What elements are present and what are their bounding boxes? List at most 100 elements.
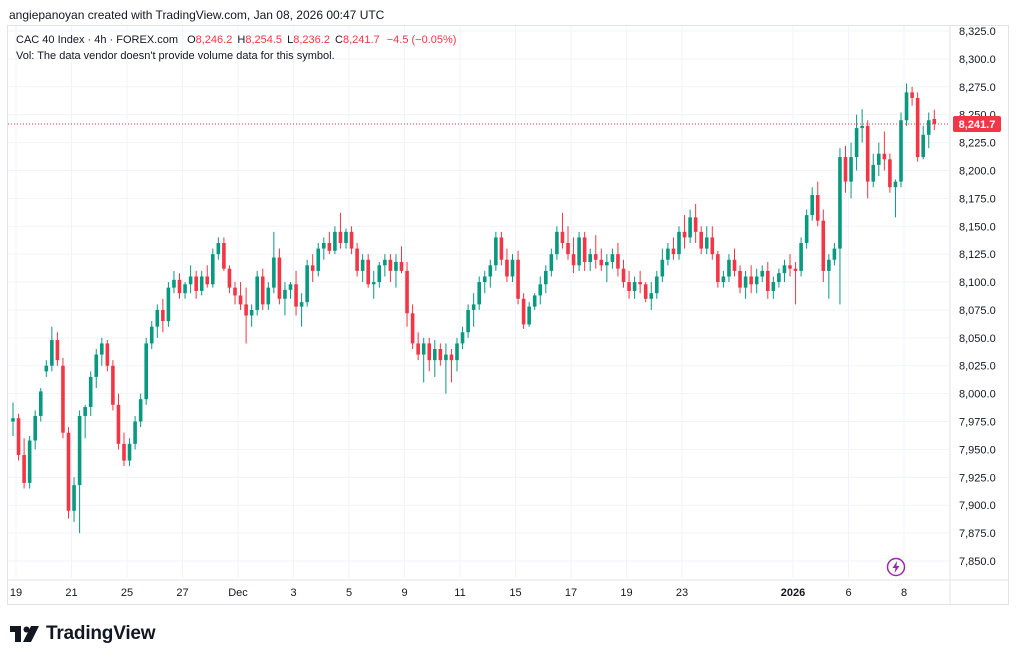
candle (877, 142, 881, 177)
candle-body (849, 157, 853, 182)
last-price-tag (953, 115, 1001, 132)
candle-body (704, 237, 709, 249)
candle (865, 120, 870, 199)
x-tick-label: 19 (620, 587, 632, 599)
high-label: H (237, 34, 246, 46)
candle-body (477, 282, 481, 305)
candle-body (50, 340, 54, 366)
candle-body (172, 279, 176, 288)
candle-body (255, 276, 259, 310)
candle (344, 228, 348, 249)
candle (144, 337, 148, 405)
candle (804, 209, 809, 249)
x-tick-label: 5 (346, 587, 352, 599)
candle (349, 226, 354, 255)
candle (926, 112, 931, 149)
candle (327, 231, 332, 255)
candle (333, 226, 337, 255)
candle (66, 427, 71, 519)
candle-body (699, 231, 703, 249)
candle-body (410, 313, 415, 344)
candle-body (66, 432, 71, 511)
candle (444, 343, 448, 394)
candle-body (72, 485, 76, 511)
candle-body (460, 332, 465, 344)
candle (860, 109, 864, 143)
candle (199, 270, 204, 296)
candle (283, 282, 287, 316)
candle (693, 203, 698, 243)
candle (638, 270, 642, 294)
candle (682, 215, 687, 249)
candle (882, 131, 887, 171)
candle-body (921, 134, 925, 158)
candle (555, 226, 559, 260)
candle-body (743, 276, 748, 288)
candle (383, 254, 387, 277)
candle (466, 304, 470, 338)
candle (416, 332, 420, 361)
candle (277, 248, 282, 305)
candle-body (333, 231, 337, 251)
candle (699, 226, 703, 255)
candle-body (260, 276, 265, 305)
candle (577, 231, 581, 271)
candle (610, 248, 615, 269)
candle (838, 148, 842, 305)
candle-body (904, 92, 909, 121)
candle (211, 248, 215, 288)
candle (649, 282, 654, 310)
candle-body (521, 298, 526, 325)
candle-body (55, 340, 60, 361)
candle-body (793, 268, 798, 271)
candle-body (593, 254, 598, 260)
candle (255, 270, 259, 316)
candle-body (244, 304, 248, 316)
candle-body (421, 343, 426, 355)
y-tick-label: 8,200.0 (959, 165, 996, 177)
candle-body (100, 343, 104, 355)
candle-body (799, 243, 803, 271)
candle (688, 209, 692, 243)
candle (188, 265, 193, 294)
candle-body (38, 391, 43, 416)
candle-body (666, 248, 670, 260)
candle (50, 326, 54, 372)
candle-body (322, 243, 326, 249)
candle-body (693, 217, 698, 232)
candle-body (94, 354, 99, 377)
candle-body (61, 365, 65, 433)
candle (510, 254, 515, 283)
candle (33, 410, 37, 450)
lightning-icon[interactable] (886, 557, 906, 577)
low-label: L (287, 34, 294, 46)
candle-body (738, 270, 742, 288)
candle-body (405, 270, 409, 314)
candle-body (211, 254, 215, 285)
candle-body (754, 276, 759, 285)
y-tick-label: 8,150.0 (959, 221, 996, 233)
candle-body (216, 243, 221, 255)
candle (854, 114, 859, 171)
close-value: 8,241.7 (342, 34, 380, 46)
candles (11, 83, 937, 534)
tradingview-logo[interactable]: TradingView (10, 623, 156, 645)
y-tick-label: 8,225.0 (959, 138, 996, 150)
candle (194, 270, 198, 299)
y-tick-label: 7,850.0 (959, 556, 996, 568)
candle-body (660, 259, 665, 277)
candle-body (116, 404, 121, 444)
candle (38, 388, 43, 422)
chart-attribution: angiepanoyan created with TradingView.co… (9, 8, 385, 22)
candle (438, 343, 443, 366)
candle (299, 293, 304, 327)
candle (499, 231, 504, 266)
candle (138, 393, 143, 428)
candle-body (843, 157, 848, 182)
candle-body (766, 270, 770, 291)
candle (377, 261, 382, 288)
candle (716, 250, 720, 288)
candle (421, 337, 426, 383)
candle (793, 261, 798, 305)
